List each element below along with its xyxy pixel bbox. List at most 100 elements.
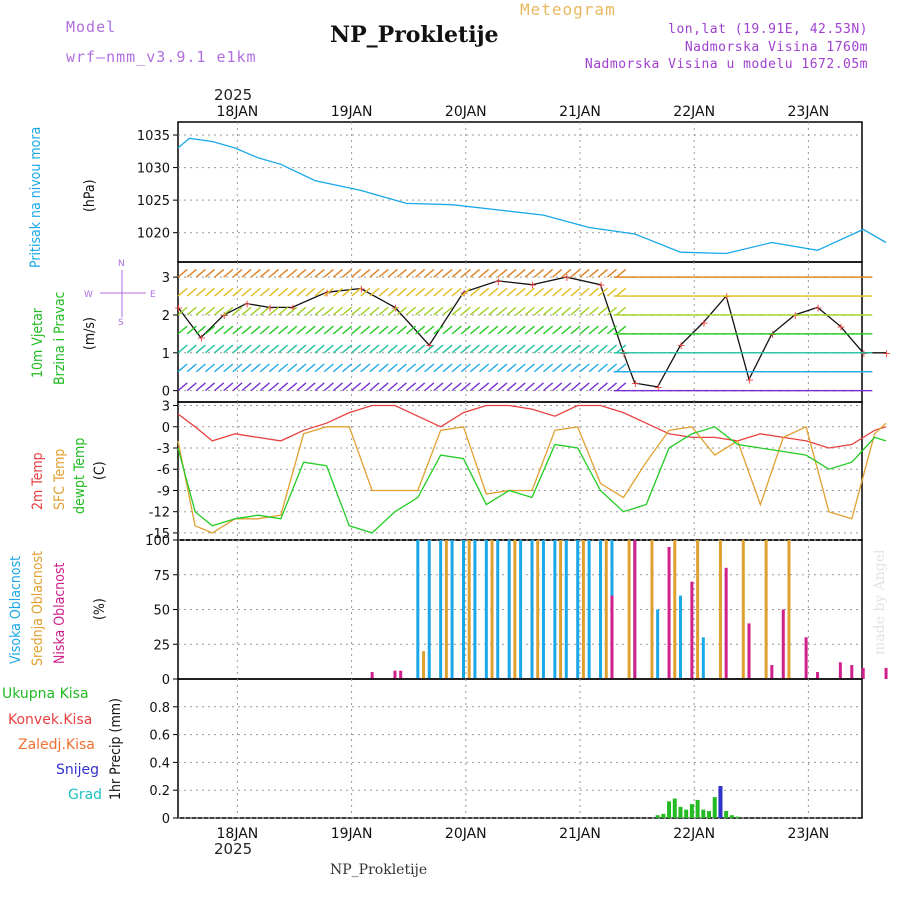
cloud-bar	[604, 540, 608, 679]
wind-barb	[424, 363, 435, 373]
wind-barb	[204, 287, 216, 297]
pressure-ytick-label: 1030	[137, 162, 170, 177]
wind-barb	[360, 287, 371, 297]
cloud-bar	[581, 540, 585, 679]
cloud-bar	[450, 540, 454, 679]
wind-barb	[460, 306, 471, 316]
wind-barb	[287, 268, 298, 278]
wind-barb	[360, 325, 371, 335]
legend-snow: Snijeg	[56, 762, 100, 778]
wind-barb	[396, 325, 407, 335]
wind-barb	[278, 325, 289, 335]
cloud-bar	[718, 540, 722, 679]
wind-barb	[214, 382, 225, 392]
wind-barb	[415, 363, 426, 373]
wind-barb	[250, 382, 261, 392]
wind-barb	[268, 325, 280, 335]
precip-bar	[689, 804, 694, 818]
cloud-bar	[490, 540, 494, 679]
wind-barb	[341, 287, 353, 297]
cloud-bar	[536, 540, 540, 679]
wind-barb	[570, 268, 581, 278]
wind-barb	[323, 344, 334, 354]
cloud-bar	[370, 672, 374, 679]
altitude-label: Nadmorska Visina 1760m	[684, 40, 868, 55]
wind-barb	[351, 287, 362, 297]
wind-barb	[223, 344, 234, 354]
wind-barb	[524, 268, 535, 278]
wind-barb	[351, 363, 362, 373]
wind-barb	[204, 268, 216, 278]
wind-barb	[268, 363, 280, 373]
wind-barb	[296, 363, 307, 373]
wind-series-line	[177, 276, 886, 388]
cloud-bar	[513, 540, 517, 679]
cloud-ytick-label: 75	[153, 569, 170, 584]
wind-speed-marker: +	[836, 320, 845, 333]
wind-barb	[204, 325, 216, 335]
temp-ytick-label: -3	[157, 442, 170, 457]
wind-barb	[570, 363, 581, 373]
wind-barb	[570, 325, 581, 335]
wind-barb	[250, 268, 261, 278]
wind-barb	[479, 325, 490, 335]
wind-barb	[369, 325, 380, 335]
wind-barb	[232, 306, 243, 316]
cloud-bar	[427, 540, 431, 679]
cloud-bar	[816, 672, 820, 679]
wind-barb	[387, 382, 398, 392]
wind-barb	[415, 268, 426, 278]
wind-barb	[332, 363, 343, 373]
wind-barb	[415, 382, 426, 392]
wind-barb	[451, 344, 462, 354]
cloud-bar	[770, 665, 774, 679]
wind-barb	[378, 287, 389, 297]
model-name: wrf—nmm_v3.9.1 e1km	[66, 48, 257, 66]
x-tick-label-top: 19JAN	[331, 104, 373, 120]
wind-barb	[214, 344, 225, 354]
wind-barb	[552, 325, 563, 335]
legend-hail: Grad	[68, 787, 103, 803]
wind-barb	[588, 268, 599, 278]
wind-barb	[542, 268, 554, 278]
wind-barb	[177, 363, 188, 373]
wind-barb	[369, 268, 380, 278]
wind-barb	[515, 382, 526, 392]
wind-barb	[588, 363, 599, 373]
wind-barb	[341, 306, 353, 316]
wind-barb	[323, 382, 334, 392]
wind-barb	[195, 382, 206, 392]
wind-barb	[287, 363, 298, 373]
cloud-bar	[861, 667, 865, 679]
wind-barb	[616, 363, 627, 373]
wind-barb	[579, 325, 590, 335]
x-tick-label-bottom: 19JAN	[331, 826, 373, 842]
wind-barb	[479, 268, 490, 278]
wind-barb	[305, 287, 316, 297]
wind-barb	[405, 382, 417, 392]
wind-barb	[259, 382, 270, 392]
precip-ytick-label: 0.6	[149, 729, 170, 744]
x-tick-label-bottom: 20JAN	[445, 826, 487, 842]
wind-ytick-label: 2	[162, 309, 170, 324]
wind-barb	[616, 382, 627, 392]
cloud-bar	[553, 540, 557, 679]
wind-barb	[469, 268, 480, 278]
wind-barb	[588, 382, 599, 392]
wind-barb	[479, 382, 490, 392]
cloud-bar	[667, 546, 671, 679]
cloud-bar	[467, 540, 471, 679]
cloud-ytick-label: 25	[153, 638, 170, 653]
wind-barb	[606, 382, 618, 392]
cloud-bar	[530, 540, 534, 679]
wind-barb	[506, 306, 517, 316]
wind-barb	[396, 363, 407, 373]
wind-barb	[296, 382, 307, 392]
x-tick-label-bottom: 22JAN	[673, 826, 715, 842]
wind-barb	[396, 287, 407, 297]
wind-speed-marker: +	[528, 279, 537, 292]
wind-barb	[597, 363, 608, 373]
wind-barb	[524, 382, 535, 392]
wind-barb	[579, 382, 590, 392]
